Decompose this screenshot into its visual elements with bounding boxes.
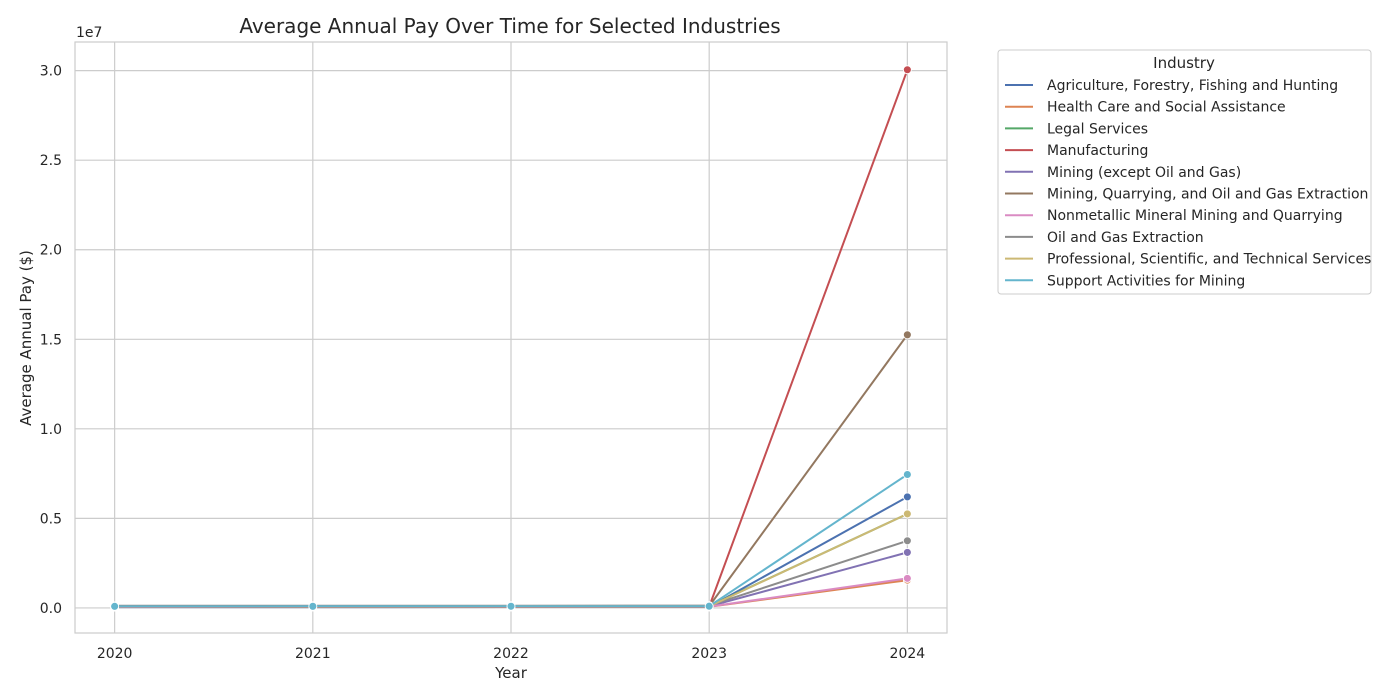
legend-box: [997, 49, 1372, 295]
legend-label: Oil and Gas Extraction: [1047, 230, 1204, 246]
x-tick-label: 2024: [890, 646, 926, 662]
data-point: [902, 330, 912, 340]
y-tick-label: 0.5: [40, 511, 62, 527]
legend-label: Legal Services: [1047, 121, 1148, 137]
legend: Industry Agriculture, Forestry, Fishing …: [997, 49, 1372, 295]
y-tick-label: 0.0: [40, 601, 62, 617]
chart-title: Average Annual Pay Over Time for Selecte…: [239, 14, 780, 38]
legend-label: Mining (except Oil and Gas): [1047, 165, 1241, 181]
legend-item: Health Care and Social Assistance: [1005, 100, 1286, 116]
data-point: [902, 547, 912, 557]
x-tick-label: 2021: [295, 646, 331, 662]
legend-title: Industry: [1153, 54, 1215, 72]
legend-item: Legal Services: [1005, 121, 1148, 137]
y-tick-label: 1.0: [40, 422, 62, 438]
legend-item: Mining (except Oil and Gas): [1005, 165, 1241, 181]
series-layer: [110, 65, 912, 612]
x-tick-label: 2023: [691, 646, 727, 662]
series-group: [110, 470, 912, 611]
y-offset-label: 1e7: [76, 25, 102, 41]
data-point: [110, 601, 120, 611]
x-tick-label: 2020: [97, 646, 133, 662]
data-point: [506, 601, 516, 611]
y-tick-label: 2.0: [40, 243, 62, 259]
legend-label: Health Care and Social Assistance: [1047, 100, 1286, 116]
legend-item: Oil and Gas Extraction: [1005, 230, 1204, 246]
data-point: [704, 601, 714, 611]
x-tick-labels: 2020 2021 2022 2023 2024: [97, 646, 925, 662]
legend-label: Professional, Scientific, and Technical …: [1047, 252, 1371, 268]
grid: [75, 42, 947, 633]
data-point: [902, 573, 912, 583]
plot-frame: [74, 41, 948, 634]
legend-label: Manufacturing: [1047, 143, 1148, 159]
y-axis-label: Average Annual Pay ($): [17, 250, 35, 426]
data-point: [902, 65, 912, 75]
data-point: [902, 492, 912, 502]
legend-label: Mining, Quarrying, and Oil and Gas Extra…: [1047, 187, 1368, 203]
legend-label: Agriculture, Forestry, Fishing and Hunti…: [1047, 78, 1338, 94]
y-tick-label: 2.5: [40, 153, 62, 169]
y-tick-label: 3.0: [40, 64, 62, 80]
y-tick-label: 1.5: [40, 332, 62, 348]
data-point: [902, 470, 912, 479]
legend-item: Nonmetallic Mineral Mining and Quarrying: [1005, 208, 1343, 224]
legend-item: Professional, Scientific, and Technical …: [1005, 252, 1371, 268]
x-axis-label: Year: [494, 664, 528, 682]
x-tick-label: 2022: [493, 646, 529, 662]
data-point: [902, 509, 912, 519]
legend-label: Nonmetallic Mineral Mining and Quarrying: [1047, 208, 1343, 224]
y-tick-labels: 0.0 0.5 1.0 1.5 2.0 2.5 3.0: [40, 64, 62, 617]
legend-items: Agriculture, Forestry, Fishing and Hunti…: [1005, 78, 1371, 289]
legend-item: Support Activities for Mining: [1005, 273, 1245, 289]
legend-item: Manufacturing: [1005, 143, 1148, 159]
legend-item: Mining, Quarrying, and Oil and Gas Extra…: [1005, 187, 1368, 203]
data-point: [308, 601, 318, 611]
data-point: [902, 536, 912, 546]
legend-label: Support Activities for Mining: [1047, 273, 1245, 289]
legend-item: Agriculture, Forestry, Fishing and Hunti…: [1005, 78, 1338, 94]
